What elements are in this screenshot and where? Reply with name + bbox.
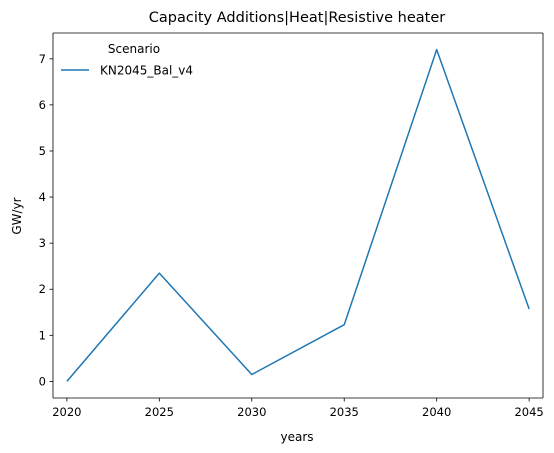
x-tick-label: 2025 [145, 405, 174, 419]
y-tick-label: 1 [39, 328, 46, 342]
x-tick-label: 2035 [330, 405, 359, 419]
series-line [66, 48, 530, 382]
x-tick-label: 2020 [52, 405, 81, 419]
x-axis-ticks: 2020 2025 2030 2035 2040 2045 [52, 398, 544, 419]
x-tick-label: 2040 [422, 405, 451, 419]
y-tick-label: 4 [39, 190, 46, 204]
plot-area [53, 33, 543, 398]
series-group [66, 48, 530, 382]
y-tick-label: 2 [39, 282, 46, 296]
x-axis-label: years [280, 430, 313, 444]
legend: Scenario KN2045_Bal_v4 [61, 42, 193, 78]
y-axis-ticks: 0 1 2 3 4 5 6 7 [39, 52, 53, 388]
x-tick-label: 2045 [514, 405, 543, 419]
legend-title: Scenario [108, 42, 160, 56]
legend-entry-label: KN2045_Bal_v4 [100, 64, 193, 78]
chart-title: Capacity Additions|Heat|Resistive heater [149, 10, 445, 26]
y-tick-label: 6 [39, 98, 46, 112]
y-tick-label: 7 [39, 52, 46, 66]
y-tick-label: 3 [39, 236, 46, 250]
x-tick-label: 2030 [237, 405, 266, 419]
y-tick-label: 0 [39, 374, 46, 388]
y-tick-label: 5 [39, 144, 46, 158]
y-axis-label: GW/yr [10, 197, 24, 234]
